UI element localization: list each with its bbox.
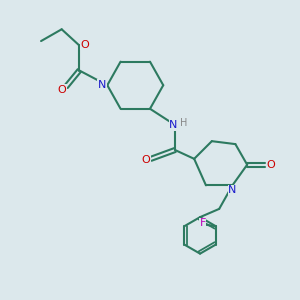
Text: O: O: [80, 40, 89, 50]
Text: N: N: [228, 185, 237, 195]
Text: O: O: [57, 85, 66, 94]
Text: N: N: [98, 80, 106, 90]
Text: O: O: [141, 155, 150, 165]
Text: N: N: [169, 120, 178, 130]
Text: F: F: [200, 218, 206, 228]
Text: H: H: [180, 118, 187, 128]
Text: O: O: [266, 160, 275, 170]
